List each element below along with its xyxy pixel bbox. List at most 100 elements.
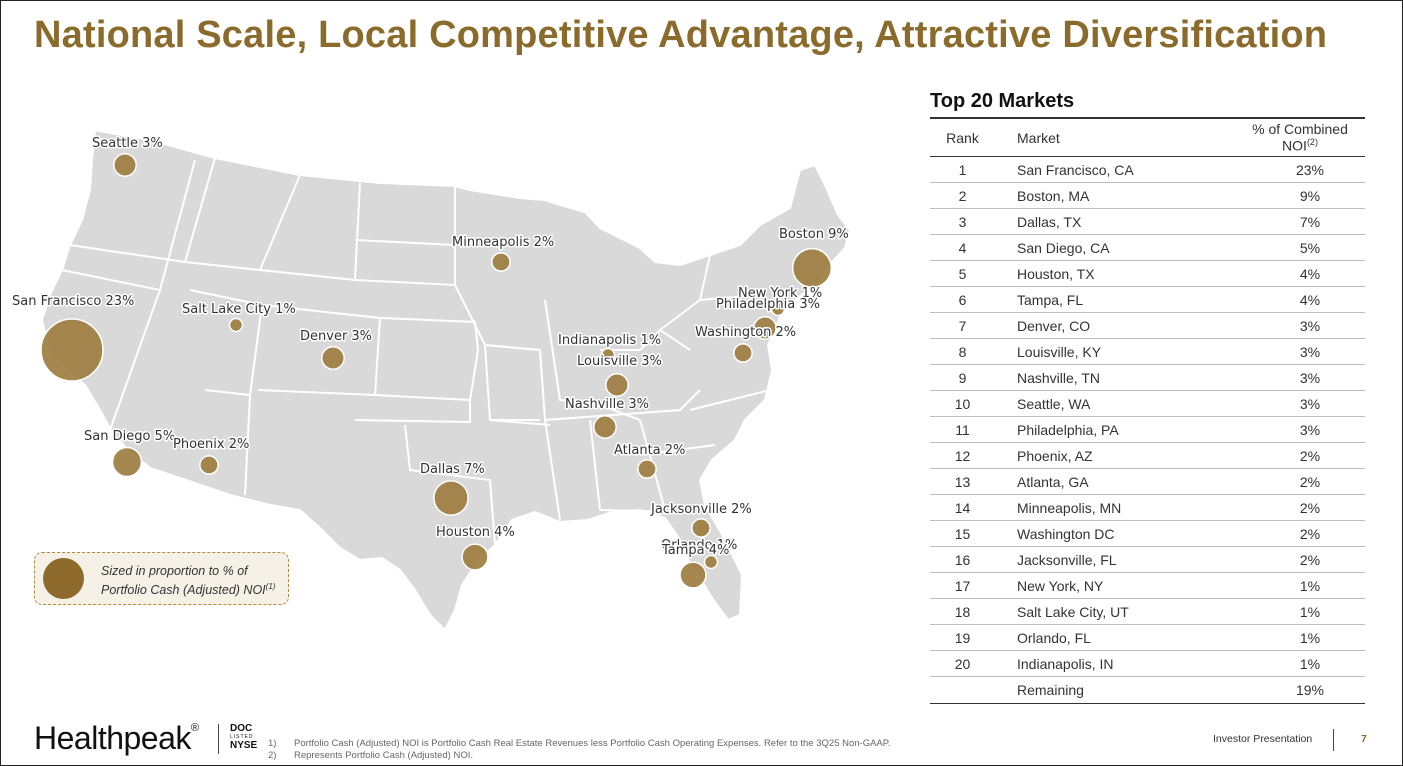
market-label: Seattle 3% [92,136,163,151]
legend-bubble-icon [43,558,84,599]
market-cell: Philadelphia, PA [1017,421,1119,438]
market-label: Jacksonville 2% [650,502,752,517]
market-bubble [433,480,469,516]
table-row: 7 Denver, CO 3% [930,313,1365,339]
page-title: National Scale, Local Competitive Advant… [34,14,1328,56]
market-label: Philadelphia 3% [716,297,820,312]
table-row: 17 New York, NY 1% [930,573,1365,599]
rank-cell: 20 [954,655,971,672]
market-cell: Denver, CO [1017,317,1091,334]
market-bubble [113,153,137,177]
market-cell: Minneapolis, MN [1017,499,1122,516]
market-cell: San Francisco, CA [1017,161,1134,178]
table-row: 15 Washington DC 2% [930,521,1365,547]
pct-cell: 9% [1299,187,1321,204]
pct-cell: 2% [1299,551,1321,568]
market-bubble [228,317,244,333]
footnote-text: Portfolio Cash (Adjusted) NOI is Portfol… [294,738,891,749]
pct-cell: 1% [1299,577,1321,594]
table-row: 2 Boston, MA 9% [930,183,1365,209]
market-label: Atlanta 2% [614,443,685,458]
table-title: Top 20 Markets [930,90,1075,112]
market-cell: Dallas, TX [1017,213,1082,230]
header-footnote-ref: (2) [1306,137,1318,148]
table-row: 10 Seattle, WA 3% [930,391,1365,417]
market-bubble [491,252,511,272]
market-bubble [703,554,719,570]
pct-cell: 4% [1299,265,1321,282]
market-bubble [593,415,617,439]
logo-text: Healthpeak [34,720,191,756]
market-cell: Houston, TX [1017,265,1095,282]
market-bubble [40,318,104,382]
market-bubble [461,543,489,571]
logo-registered-mark: ® [190,722,199,734]
legend-line-1: Sized in proportion to % of [101,564,248,578]
market-cell: Seattle, WA [1017,395,1091,412]
rank-cell: 6 [958,291,967,308]
market-cell: San Diego, CA [1017,239,1110,256]
table-row: 13 Atlanta, GA 2% [930,469,1365,495]
nyse-ticker-badge: DOC LISTED NYSE [230,723,257,751]
page-number: 7 [1361,733,1367,745]
market-label: Boston 9% [779,227,849,242]
footnote: 1) Portfolio Cash (Adjusted) NOI is Portf… [268,738,891,750]
legend-line-2: Portfolio Cash (Adjusted) NOI(1) [101,579,275,598]
pct-cell: 4% [1299,291,1321,308]
legend-line-2-text: Portfolio Cash (Adjusted) NOI [101,583,266,598]
pct-cell: 2% [1299,473,1321,490]
ticker-symbol: DOC [230,723,253,734]
market-bubble [691,518,711,538]
pct-cell: 1% [1299,629,1321,646]
market-bubble [753,316,777,340]
pct-cell: 23% [1295,161,1325,178]
market-label: San Francisco 23% [12,294,134,309]
pct-cell: 7% [1299,213,1321,230]
table-body: 1 San Francisco, CA 23% 2 Boston, MA 9% 3 Dalla… [930,157,1365,703]
healthpeak-logo: Healthpeak® [34,720,199,757]
market-cell: Orlando, FL [1017,629,1091,646]
market-label: Washington 2% [695,325,796,340]
market-bubble [770,301,786,317]
footnote-text: Represents Portfolio Cash (Adjusted) NOI… [294,750,473,761]
table-row: 19 Orlando, FL 1% [930,625,1365,651]
rank-cell: 13 [954,473,971,490]
rank-cell: 2 [958,187,967,204]
table-row: 16 Jacksonville, FL 2% [930,547,1365,573]
rank-cell: 3 [958,213,967,230]
market-label: Phoenix 2% [173,437,249,452]
market-bubble [199,455,219,475]
market-bubble [679,561,707,589]
market-cell: Tampa, FL [1017,291,1084,308]
footnote-number: 1) [268,738,277,749]
market-label: San Diego 5% [84,429,175,444]
market-labels: Seattle 3% San Francisco 23% Salt Lake Cit… [11,135,851,560]
rank-cell: 5 [958,265,967,282]
top-markets-table: Rank Market % of Combined NOI(2) 1 San Fr… [930,117,1365,704]
table-row: 18 Salt Lake City, UT 1% [930,599,1365,625]
pct-cell: 1% [1299,603,1321,620]
market-cell: Boston, MA [1017,187,1090,204]
market-bubbles [40,153,833,589]
rank-cell: 11 [955,421,970,438]
market-label: Indianapolis 1% [558,333,661,348]
footnote: 2) Represents Portfolio Cash (Adjusted) N… [268,750,891,762]
market-cell: Washington DC [1017,525,1115,542]
map-legend: Sized in proportion to % of Portfolio Ca… [34,552,289,605]
header-pct-text: % of Combined NOI [1252,121,1348,154]
rank-cell: 16 [954,551,971,568]
pct-cell: 2% [1299,447,1321,464]
table-row: 14 Minneapolis, MN 2% [930,495,1365,521]
pct-cell: 3% [1299,395,1321,412]
rank-cell: 19 [954,629,971,646]
market-label: Houston 4% [436,525,515,540]
rank-cell: 7 [958,317,967,334]
market-cell: Indianapolis, IN [1017,655,1114,672]
table-row: 3 Dallas, TX 7% [930,209,1365,235]
rank-cell: 9 [958,369,967,386]
market-bubble [321,346,345,370]
header-market: Market [1017,129,1060,146]
market-cell: Nashville, TN [1017,369,1100,386]
market-cell: New York, NY [1017,577,1104,594]
us-map: Seattle 3% San Francisco 23% Salt Lake Cit… [0,110,900,650]
